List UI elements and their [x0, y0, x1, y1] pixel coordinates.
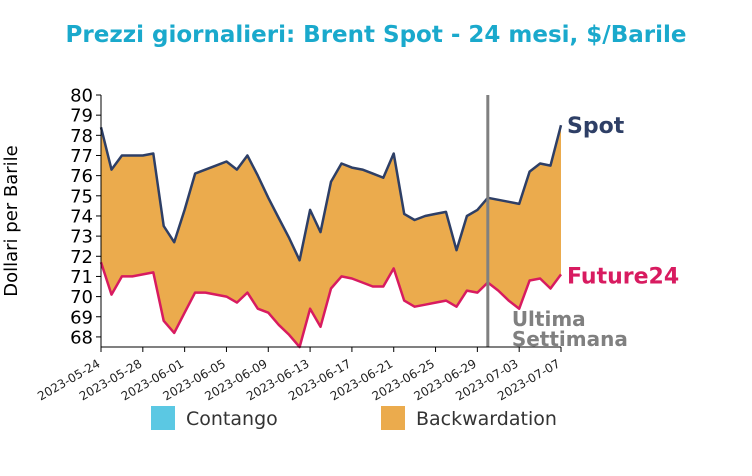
y-tick-label: 69 — [70, 307, 93, 328]
y-tick-label: 78 — [70, 126, 93, 147]
spot-line — [99, 124, 563, 262]
y-tick-label: 73 — [70, 227, 93, 248]
spot-series-label: Spot — [567, 114, 625, 139]
last-week-label-line1: Ultima — [512, 307, 586, 331]
y-tick-label: 79 — [70, 106, 93, 127]
y-tick-label: 71 — [70, 267, 93, 288]
y-tick-label: 72 — [70, 247, 93, 268]
backwardation-area — [101, 125, 561, 347]
y-tick-label: 68 — [70, 327, 93, 348]
future24-series-label: Future24 — [567, 264, 679, 289]
legend-swatch-contango — [151, 406, 175, 430]
y-tick-label: 75 — [70, 186, 93, 207]
y-tick-label: 74 — [70, 206, 93, 227]
chart-title: Prezzi giornalieri: Brent Spot - 24 mesi… — [65, 22, 687, 48]
y-axis-title: Dollari per Barile — [1, 145, 22, 297]
y-tick-label: 77 — [70, 146, 93, 167]
future24-line — [99, 261, 563, 349]
y-tick-label: 80 — [70, 86, 93, 107]
y-tick-label: 70 — [70, 287, 93, 308]
legend-swatch-backwardation — [381, 406, 405, 430]
y-tick-label: 76 — [70, 166, 93, 187]
legend-label-contango: Contango — [186, 408, 278, 430]
legend-label-backwardation: Backwardation — [416, 408, 557, 430]
